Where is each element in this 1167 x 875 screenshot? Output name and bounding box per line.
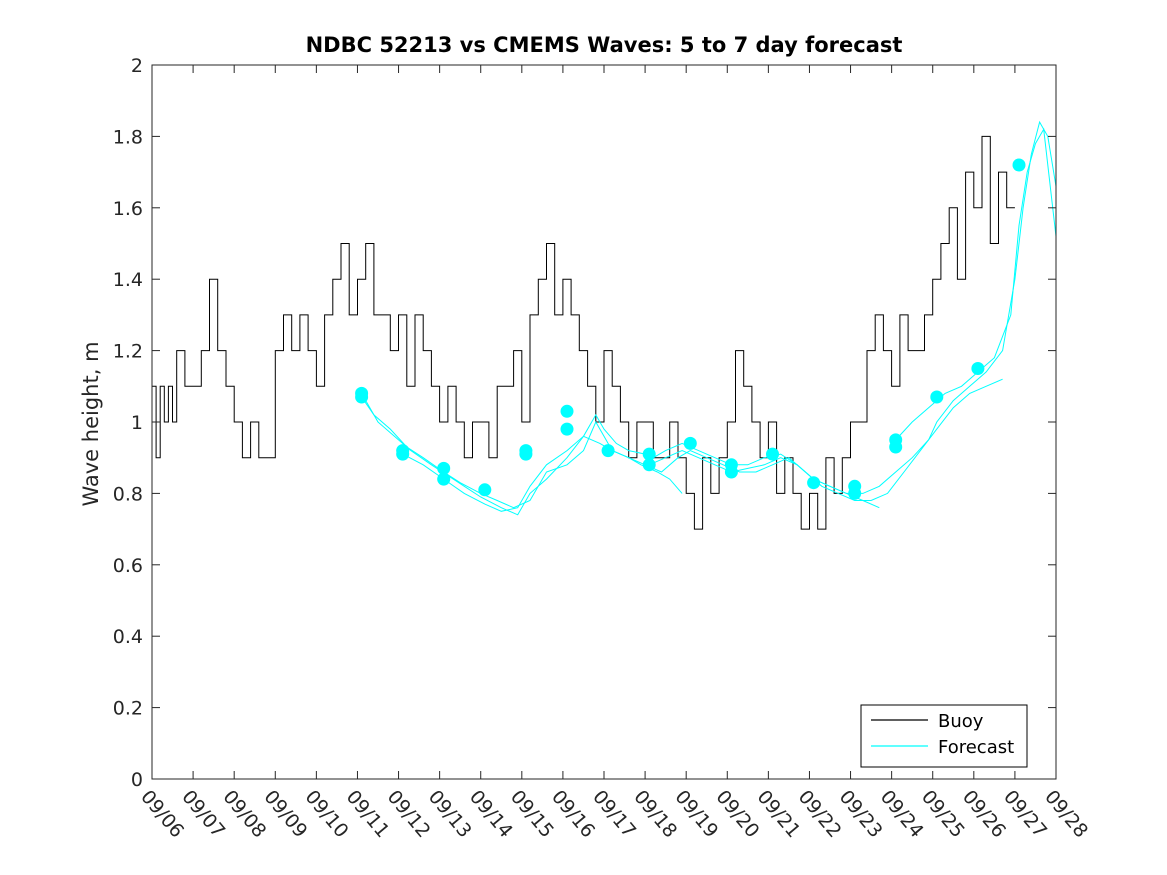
- y-tick-label: 0.4: [113, 626, 143, 648]
- forecast-marker: [642, 447, 656, 461]
- forecast-marker: [519, 444, 533, 458]
- forecast-marker: [807, 476, 821, 490]
- y-axis-label: Wave height, m: [79, 341, 103, 506]
- forecast-marker: [1012, 158, 1026, 172]
- forecast-marker: [930, 390, 944, 404]
- forecast-marker: [560, 404, 574, 418]
- y-tick-label: 0.6: [113, 555, 143, 577]
- forecast-run-line-3: [402, 378, 1003, 512]
- forecast-marker: [766, 447, 779, 461]
- legend-box: [860, 704, 1028, 768]
- forecast-run-line-5: [895, 127, 1057, 441]
- forecast-marker: [478, 483, 492, 497]
- forecast-run-line-2: [361, 393, 880, 516]
- chart-title: NDBC 52213 vs CMEMS Waves: 5 to 7 day fo…: [306, 33, 903, 57]
- forecast-marker: [642, 458, 656, 472]
- buoy-series-line: [152, 135, 1015, 530]
- forecast-marker: [437, 461, 451, 475]
- y-tick-label: 0.8: [113, 483, 143, 505]
- y-tick-label: 1.2: [113, 341, 143, 363]
- forecast-marker: [396, 444, 410, 458]
- forecast-marker: [437, 472, 451, 486]
- y-tick-label: 2: [131, 55, 143, 77]
- y-tick-label: 1.6: [113, 198, 143, 220]
- y-tick-label: 1: [131, 412, 143, 434]
- forecast-marker: [971, 362, 985, 375]
- forecast-marker: [848, 479, 862, 493]
- forecast-marker: [355, 386, 369, 400]
- forecast-marker: [601, 444, 615, 458]
- y-tick-label: 0.2: [113, 698, 143, 720]
- forecast-marker: [683, 436, 697, 450]
- forecast-marker: [560, 422, 574, 436]
- legend-buoy-label: Buoy: [938, 711, 984, 732]
- legend: Buoy Forecast: [860, 704, 1028, 768]
- forecast-marker: [889, 433, 903, 447]
- y-tick-label: 0: [131, 769, 143, 791]
- legend-forecast-label: Forecast: [938, 737, 1014, 758]
- forecast-marker: [724, 458, 738, 472]
- plot-layer: [152, 120, 1057, 530]
- y-tick-label: 1.8: [113, 126, 143, 148]
- y-tick-label: 1.4: [113, 269, 143, 291]
